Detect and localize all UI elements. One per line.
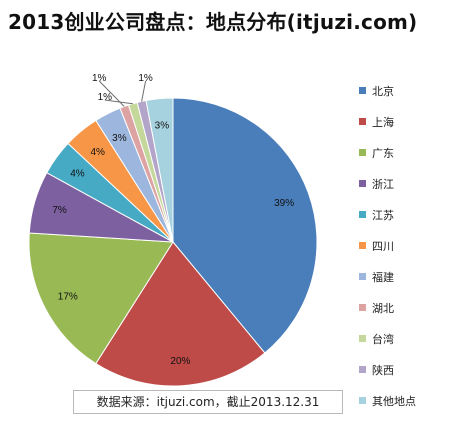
legend-label: 其他地点 (372, 395, 416, 408)
pie-data-label: 7% (52, 205, 67, 216)
pie-data-label: 17% (58, 292, 78, 303)
pie-leader-line (141, 80, 147, 102)
legend-label: 陕西 (372, 363, 394, 377)
pie-slice (28, 232, 174, 365)
legend-label: 浙江 (372, 178, 394, 191)
legend-swatch (359, 304, 366, 311)
pie-data-labels: 39% 20% 17% 7% 4% 4% 3% 1% 1% 1% 3% (52, 73, 294, 367)
legend-swatch (359, 87, 366, 94)
data-source-note: 数据来源：itjuzi.com，截止2013.12.31 (73, 390, 343, 414)
pie-slice (95, 241, 266, 387)
pie-data-label: 20% (170, 356, 190, 367)
pie-slice (172, 97, 318, 354)
legend-swatch (359, 149, 366, 156)
legend-swatch (359, 211, 366, 218)
pie-data-label: 1% (138, 73, 153, 84)
legend-swatch (359, 397, 366, 404)
legend-label: 江苏 (372, 209, 394, 222)
legend-label: 广东 (372, 147, 394, 160)
legend-label: 湖北 (372, 302, 394, 315)
pie-data-label: 39% (274, 198, 294, 209)
pie-data-label: 4% (91, 147, 106, 158)
legend-label: 上海 (372, 115, 394, 129)
legend-swatch (359, 335, 366, 342)
pie-data-label: 1% (92, 73, 107, 84)
legend-label: 四川 (372, 240, 394, 253)
legend-label: 台湾 (372, 332, 394, 346)
pie-data-label: 3% (112, 133, 127, 144)
pie-slices (28, 97, 318, 387)
pie-leader-lines (98, 80, 147, 107)
legend-swatch (359, 180, 366, 187)
pie-leader-line (104, 99, 133, 105)
legend-swatch (359, 242, 366, 249)
pie-data-label: 1% (98, 92, 113, 103)
pie-data-label: 4% (70, 169, 85, 180)
legend-swatch (359, 366, 366, 373)
legend-label: 北京 (372, 84, 394, 98)
legend-swatch (359, 273, 366, 280)
legend-swatch (359, 118, 366, 125)
pie-data-label: 3% (155, 120, 170, 131)
legend-label: 福建 (372, 270, 394, 284)
chart-title: 2013创业公司盘点：地点分布(itjuzi.com) (8, 10, 418, 34)
pie-slice (145, 97, 174, 243)
